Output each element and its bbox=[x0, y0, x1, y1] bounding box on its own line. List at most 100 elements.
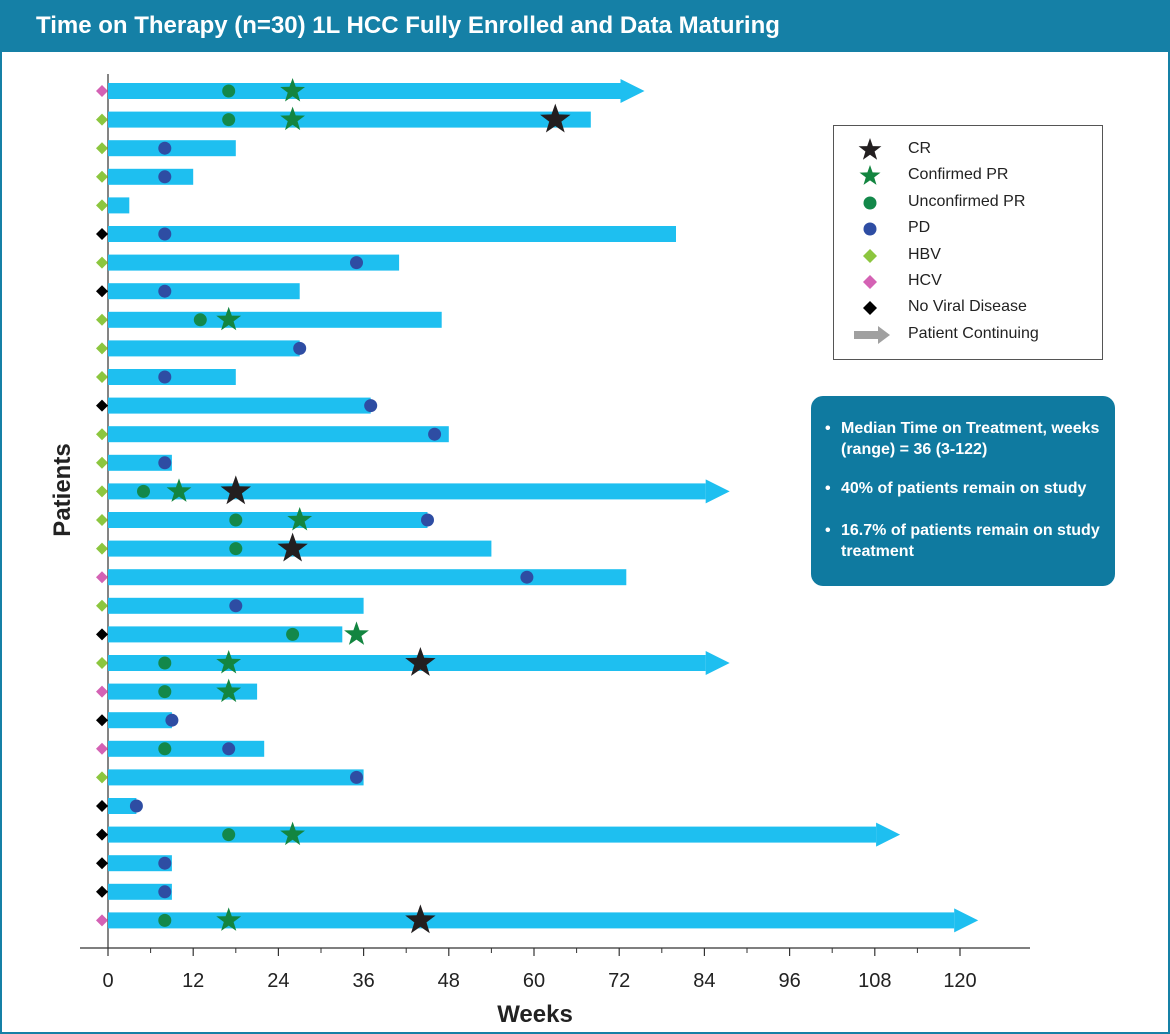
duration-bar bbox=[108, 512, 428, 528]
confirmed-pr-star bbox=[216, 907, 242, 931]
continuing-arrowhead bbox=[954, 908, 979, 933]
patient-row bbox=[96, 306, 442, 331]
duration-bar bbox=[108, 369, 236, 385]
duration-bar bbox=[108, 740, 265, 757]
callout-text: 40% of patients remain on study bbox=[841, 480, 1087, 497]
callout-text: 16.7% of patients remain on study treatm… bbox=[841, 522, 1100, 560]
viral-status-hbv-marker bbox=[96, 313, 108, 326]
viral-status-no_viral-marker bbox=[96, 828, 108, 841]
unconfirmed-pr-marker bbox=[222, 828, 236, 842]
duration-bar bbox=[108, 769, 364, 786]
duration-bar bbox=[108, 111, 591, 128]
unconfirmed-pr-marker bbox=[158, 656, 172, 670]
duration-bar bbox=[108, 712, 172, 729]
patient-row bbox=[96, 78, 645, 103]
star-icon bbox=[858, 138, 882, 160]
legend-label: Unconfirmed PR bbox=[908, 192, 1026, 210]
patient-row bbox=[96, 532, 492, 562]
pd-marker bbox=[428, 427, 442, 441]
x-tick-label: 72 bbox=[608, 970, 630, 992]
viral-status-hbv-marker bbox=[96, 199, 108, 212]
pd-marker bbox=[364, 399, 378, 413]
pd-marker bbox=[158, 856, 172, 870]
viral-status-no_viral-marker bbox=[96, 885, 108, 898]
patient-row bbox=[96, 340, 307, 357]
pd-marker bbox=[158, 141, 172, 155]
patient-row bbox=[96, 647, 730, 676]
legend-label: CR bbox=[908, 140, 932, 157]
patient-row bbox=[96, 397, 378, 414]
viral-status-no_viral-marker bbox=[96, 228, 108, 240]
duration-bar bbox=[108, 140, 236, 157]
viral-status-no_viral-marker bbox=[96, 285, 108, 298]
patient-row bbox=[96, 904, 979, 934]
viral-status-no_viral-marker bbox=[96, 628, 108, 641]
duration-bar bbox=[108, 855, 172, 872]
duration-bar bbox=[108, 912, 955, 929]
viral-status-no_viral-marker bbox=[96, 857, 108, 870]
unconfirmed-pr-marker bbox=[158, 685, 172, 699]
viral-status-hcv-marker bbox=[96, 685, 108, 698]
confirmed-pr-star bbox=[344, 621, 369, 645]
diamond-icon bbox=[863, 248, 877, 263]
unconfirmed-pr-marker bbox=[222, 84, 236, 98]
circle-icon bbox=[863, 222, 877, 236]
duration-bar bbox=[108, 655, 706, 671]
patient-row bbox=[96, 197, 130, 214]
patient-row bbox=[96, 597, 364, 614]
duration-bar bbox=[108, 197, 130, 214]
viral-status-hcv-marker bbox=[96, 85, 108, 97]
viral-status-hbv-marker bbox=[96, 371, 108, 383]
duration-bar bbox=[108, 283, 300, 300]
pd-marker bbox=[158, 284, 172, 298]
viral-status-hbv-marker bbox=[96, 113, 108, 126]
arrow-icon bbox=[854, 325, 890, 344]
confirmed-pr-star bbox=[280, 106, 305, 131]
patient-row bbox=[96, 855, 172, 872]
viral-status-hbv-marker bbox=[96, 514, 108, 526]
cr-star bbox=[220, 475, 251, 505]
legend-label: HBV bbox=[908, 245, 941, 263]
unconfirmed-pr-marker bbox=[158, 913, 172, 927]
viral-status-hbv-marker bbox=[96, 170, 108, 183]
continuing-arrowhead bbox=[876, 822, 901, 847]
legend-item-pd: PD bbox=[834, 216, 1102, 242]
pd-marker bbox=[350, 256, 363, 270]
unconfirmed-pr-marker bbox=[137, 484, 150, 498]
confirmed-pr-star bbox=[216, 678, 242, 703]
unconfirmed-pr-marker bbox=[158, 742, 172, 756]
pd-marker bbox=[165, 713, 179, 727]
legend-item-continuing: Patient Continuing bbox=[834, 322, 1102, 348]
viral-status-hbv-marker bbox=[96, 599, 108, 612]
unconfirmed-pr-marker bbox=[193, 313, 207, 327]
patient-row bbox=[96, 798, 143, 814]
legend-label: Confirmed PR bbox=[908, 166, 1009, 184]
bullet-icon: • bbox=[825, 480, 831, 497]
viral-status-hbv-marker bbox=[96, 657, 108, 669]
x-tick-label: 36 bbox=[352, 970, 374, 992]
pd-marker bbox=[158, 370, 172, 384]
x-tick-label: 48 bbox=[438, 970, 460, 992]
star-icon bbox=[859, 165, 881, 186]
summary-callout: • Median Time on Treatment, weeks (range)… bbox=[811, 396, 1115, 586]
legend-item-unconfirmed-pr: Unconfirmed PR bbox=[834, 190, 1102, 216]
continuing-arrowhead bbox=[705, 651, 730, 675]
duration-bar bbox=[108, 426, 449, 443]
patient-row bbox=[96, 140, 236, 157]
legend-item-hcv: HCV bbox=[834, 269, 1102, 295]
x-tick-label: 0 bbox=[102, 970, 113, 992]
x-tick-label: 96 bbox=[778, 970, 800, 992]
continuing-arrowhead bbox=[620, 79, 645, 103]
continuing-arrowhead bbox=[705, 479, 730, 504]
viral-status-no_viral-marker bbox=[96, 714, 108, 727]
chart-title: Time on Therapy (n=30) 1L HCC Fully Enro… bbox=[36, 12, 780, 39]
duration-bar bbox=[108, 168, 194, 185]
viral-status-hbv-marker bbox=[96, 542, 108, 555]
bullet-icon: • bbox=[825, 522, 831, 539]
legend-item-cr: CR bbox=[834, 137, 1102, 163]
duration-bar bbox=[108, 397, 371, 414]
patient-row bbox=[96, 369, 236, 385]
pd-marker bbox=[158, 456, 172, 470]
patient-row bbox=[96, 712, 179, 729]
